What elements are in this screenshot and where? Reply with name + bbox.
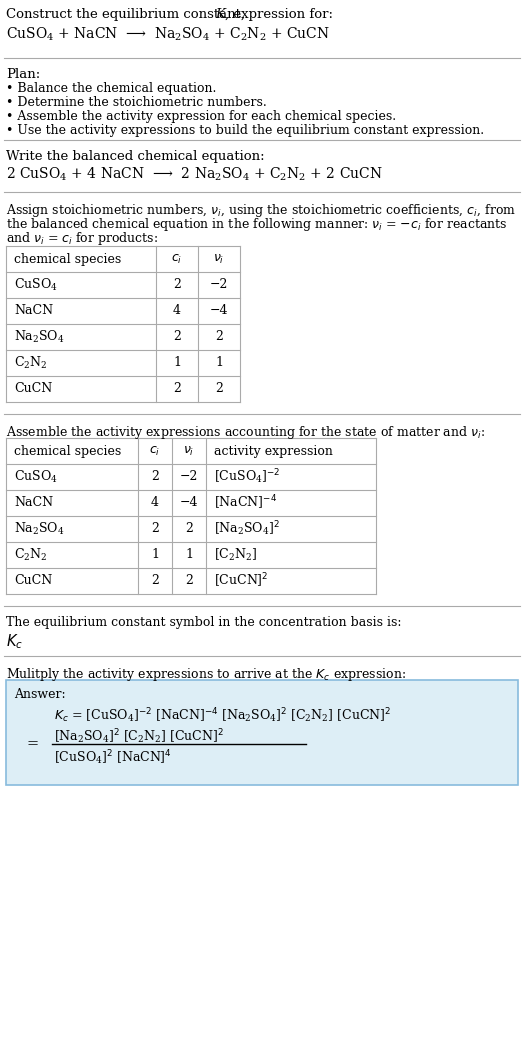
Text: 2: 2: [173, 279, 181, 291]
Text: NaCN: NaCN: [14, 305, 53, 317]
FancyBboxPatch shape: [6, 680, 518, 785]
Text: $\mathit{\nu_i}$: $\mathit{\nu_i}$: [183, 445, 195, 457]
Text: Assign stoichiometric numbers, $\mathit{\nu_i}$, using the stoichiometric coeffi: Assign stoichiometric numbers, $\mathit{…: [6, 202, 516, 219]
Text: $\mathregular{CuSO_4}$: $\mathregular{CuSO_4}$: [14, 277, 58, 293]
Text: , expression for:: , expression for:: [225, 8, 333, 21]
Text: 1: 1: [173, 357, 181, 369]
Text: • Assemble the activity expression for each chemical species.: • Assemble the activity expression for e…: [6, 110, 396, 123]
Text: $\mathregular{Na_2SO_4}$: $\mathregular{Na_2SO_4}$: [14, 521, 64, 537]
Text: $\mathit{c_i}$: $\mathit{c_i}$: [171, 252, 183, 265]
Text: CuCN: CuCN: [14, 383, 52, 395]
Text: 2: 2: [151, 471, 159, 483]
Text: −4: −4: [180, 497, 198, 509]
Text: Write the balanced chemical equation:: Write the balanced chemical equation:: [6, 150, 265, 163]
Text: • Determine the stoichiometric numbers.: • Determine the stoichiometric numbers.: [6, 96, 267, 109]
Text: 2: 2: [215, 331, 223, 343]
Text: and $\mathit{\nu_i}$ = $\mathit{c_i}$ for products:: and $\mathit{\nu_i}$ = $\mathit{c_i}$ fo…: [6, 230, 158, 247]
Text: 2 $\mathregular{CuSO_4}$ + 4 NaCN  ⟶  2 $\mathregular{Na_2SO_4}$ + $\mathregular: 2 $\mathregular{CuSO_4}$ + 4 NaCN ⟶ 2 $\…: [6, 166, 383, 184]
Text: [CuCN]$^2$: [CuCN]$^2$: [214, 571, 269, 590]
Text: Mulitply the activity expressions to arrive at the $\mathit{K_c}$ expression:: Mulitply the activity expressions to arr…: [6, 666, 406, 683]
Text: $\mathit{K_c}$ = [$\mathregular{CuSO_4}$]$^{-2}$ [NaCN]$^{-4}$ [$\mathregular{Na: $\mathit{K_c}$ = [$\mathregular{CuSO_4}$…: [54, 706, 391, 725]
Text: −4: −4: [210, 305, 228, 317]
Text: 4: 4: [151, 497, 159, 509]
Text: [$\mathregular{CuSO_4}$]$^2$ [NaCN]$^4$: [$\mathregular{CuSO_4}$]$^2$ [NaCN]$^4$: [54, 748, 172, 766]
Text: chemical species: chemical species: [14, 445, 121, 457]
Text: −2: −2: [210, 279, 228, 291]
Text: 2: 2: [151, 574, 159, 588]
Text: [$\mathregular{Na_2SO_4}$]$^2$: [$\mathregular{Na_2SO_4}$]$^2$: [214, 520, 280, 538]
Text: Answer:: Answer:: [14, 688, 66, 701]
Text: [NaCN]$^{-4}$: [NaCN]$^{-4}$: [214, 494, 277, 512]
Text: −2: −2: [180, 471, 198, 483]
Text: the balanced chemical equation in the following manner: $\mathit{\nu_i}$ = $-\ma: the balanced chemical equation in the fo…: [6, 216, 507, 233]
Text: Plan:: Plan:: [6, 68, 40, 81]
Text: • Balance the chemical equation.: • Balance the chemical equation.: [6, 82, 216, 95]
Text: activity expression: activity expression: [214, 445, 333, 457]
Text: 2: 2: [151, 523, 159, 535]
Text: $\mathit{c_i}$: $\mathit{c_i}$: [149, 445, 161, 457]
Text: $\mathregular{CuSO_4}$ + NaCN  ⟶  $\mathregular{Na_2SO_4}$ + $\mathregular{C_2N_: $\mathregular{CuSO_4}$ + NaCN ⟶ $\mathre…: [6, 26, 330, 44]
Text: 2: 2: [173, 331, 181, 343]
Text: 1: 1: [215, 357, 223, 369]
Text: 2: 2: [173, 383, 181, 395]
Text: $\mathregular{C_2N_2}$: $\mathregular{C_2N_2}$: [14, 355, 47, 371]
Text: Construct the equilibrium constant,: Construct the equilibrium constant,: [6, 8, 249, 21]
Text: 4: 4: [173, 305, 181, 317]
Text: 1: 1: [185, 549, 193, 561]
Text: Assemble the activity expressions accounting for the state of matter and $\mathi: Assemble the activity expressions accoun…: [6, 424, 485, 441]
Text: $\mathregular{C_2N_2}$: $\mathregular{C_2N_2}$: [14, 546, 47, 563]
Text: 1: 1: [151, 549, 159, 561]
Text: • Use the activity expressions to build the equilibrium constant expression.: • Use the activity expressions to build …: [6, 124, 484, 137]
Text: chemical species: chemical species: [14, 252, 121, 265]
Text: CuCN: CuCN: [14, 574, 52, 588]
Text: 2: 2: [185, 574, 193, 588]
Text: 2: 2: [185, 523, 193, 535]
Text: 2: 2: [215, 383, 223, 395]
Text: [$\mathregular{C_2N_2}$]: [$\mathregular{C_2N_2}$]: [214, 546, 257, 563]
Text: [$\mathregular{Na_2SO_4}$]$^2$ [$\mathregular{C_2N_2}$] [CuCN]$^2$: [$\mathregular{Na_2SO_4}$]$^2$ [$\mathre…: [54, 727, 224, 746]
Text: The equilibrium constant symbol in the concentration basis is:: The equilibrium constant symbol in the c…: [6, 616, 401, 629]
Text: $\mathit{\nu_i}$: $\mathit{\nu_i}$: [213, 252, 225, 265]
Text: $\mathregular{Na_2SO_4}$: $\mathregular{Na_2SO_4}$: [14, 329, 64, 345]
Text: =: =: [26, 737, 38, 751]
Text: $\mathit{K_c}$: $\mathit{K_c}$: [6, 632, 23, 650]
Text: [$\mathregular{CuSO_4}$]$^{-2}$: [$\mathregular{CuSO_4}$]$^{-2}$: [214, 468, 280, 486]
Text: $\mathregular{CuSO_4}$: $\mathregular{CuSO_4}$: [14, 469, 58, 485]
Text: NaCN: NaCN: [14, 497, 53, 509]
Text: K: K: [215, 8, 225, 21]
